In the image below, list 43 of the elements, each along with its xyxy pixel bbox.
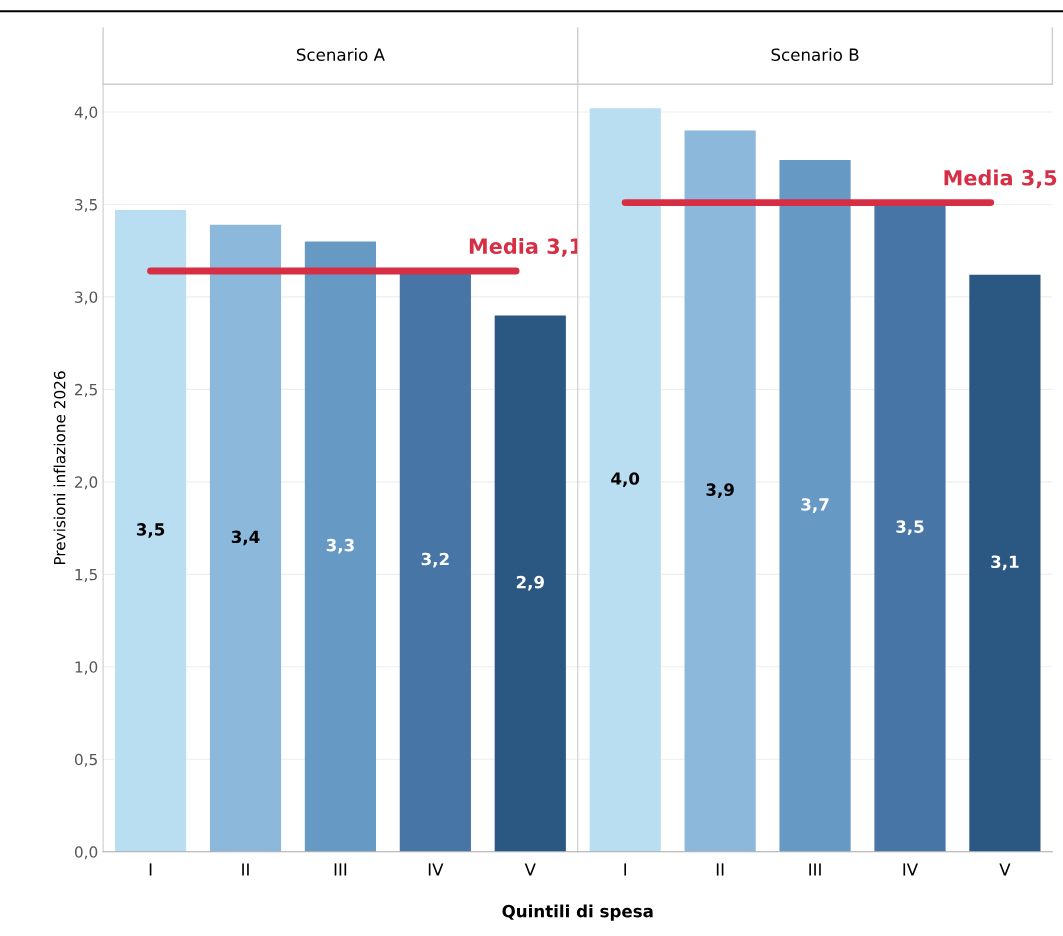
data-label: 3,4 [231, 530, 260, 546]
bar [494, 315, 566, 852]
x-tick-label: III [809, 863, 821, 876]
x-tick-label: V [999, 863, 1011, 876]
data-label: 2,9 [516, 575, 544, 591]
data-label: 3,9 [706, 483, 734, 499]
bar [969, 274, 1041, 852]
y-tick-label: 3,0 [75, 291, 98, 305]
x-tick-label: III [334, 863, 347, 876]
y-tick-label: 1,0 [75, 661, 98, 675]
x-tick-label: V [524, 863, 536, 876]
bar [304, 241, 377, 852]
y-tick-label: 2,5 [75, 383, 97, 397]
x-tick-label: IV [903, 863, 918, 876]
x-axis-title: Quintili di spesa [502, 904, 653, 921]
data-label: 3,1 [991, 555, 1019, 571]
bar [589, 108, 661, 852]
x-tick-label: I [149, 863, 152, 876]
x-tick-label: II [716, 863, 724, 876]
data-label: 4,0 [611, 472, 640, 487]
chart-title: Scenario B [771, 48, 859, 61]
data-label: 3,7 [801, 498, 829, 513]
data-label: 3,5 [896, 520, 924, 536]
y-tick-label: 0,0 [74, 846, 98, 860]
y-axis-title: Previsioni inflazione 2026 [53, 371, 66, 565]
bar [209, 224, 282, 852]
data-label: 3,3 [326, 538, 354, 554]
bar [779, 160, 851, 852]
bar [684, 130, 756, 852]
y-tick-label: 3,5 [75, 198, 97, 213]
x-tick-label: I [624, 863, 627, 876]
y-tick-label: 0,5 [74, 753, 97, 767]
x-tick-label: IV [428, 863, 444, 876]
bar [874, 204, 946, 852]
bar [114, 210, 187, 852]
y-tick-label: 4,0 [74, 106, 98, 120]
chart-title: Scenario A [296, 48, 385, 61]
y-tick-label: 2,0 [75, 476, 98, 490]
data-label: 3,2 [421, 552, 449, 568]
ref-line-label: Media 3,5 [944, 169, 1057, 189]
y-tick-label: 1,5 [75, 569, 97, 582]
x-tick-label: II [242, 863, 249, 876]
data-label: 3,5 [136, 523, 165, 538]
